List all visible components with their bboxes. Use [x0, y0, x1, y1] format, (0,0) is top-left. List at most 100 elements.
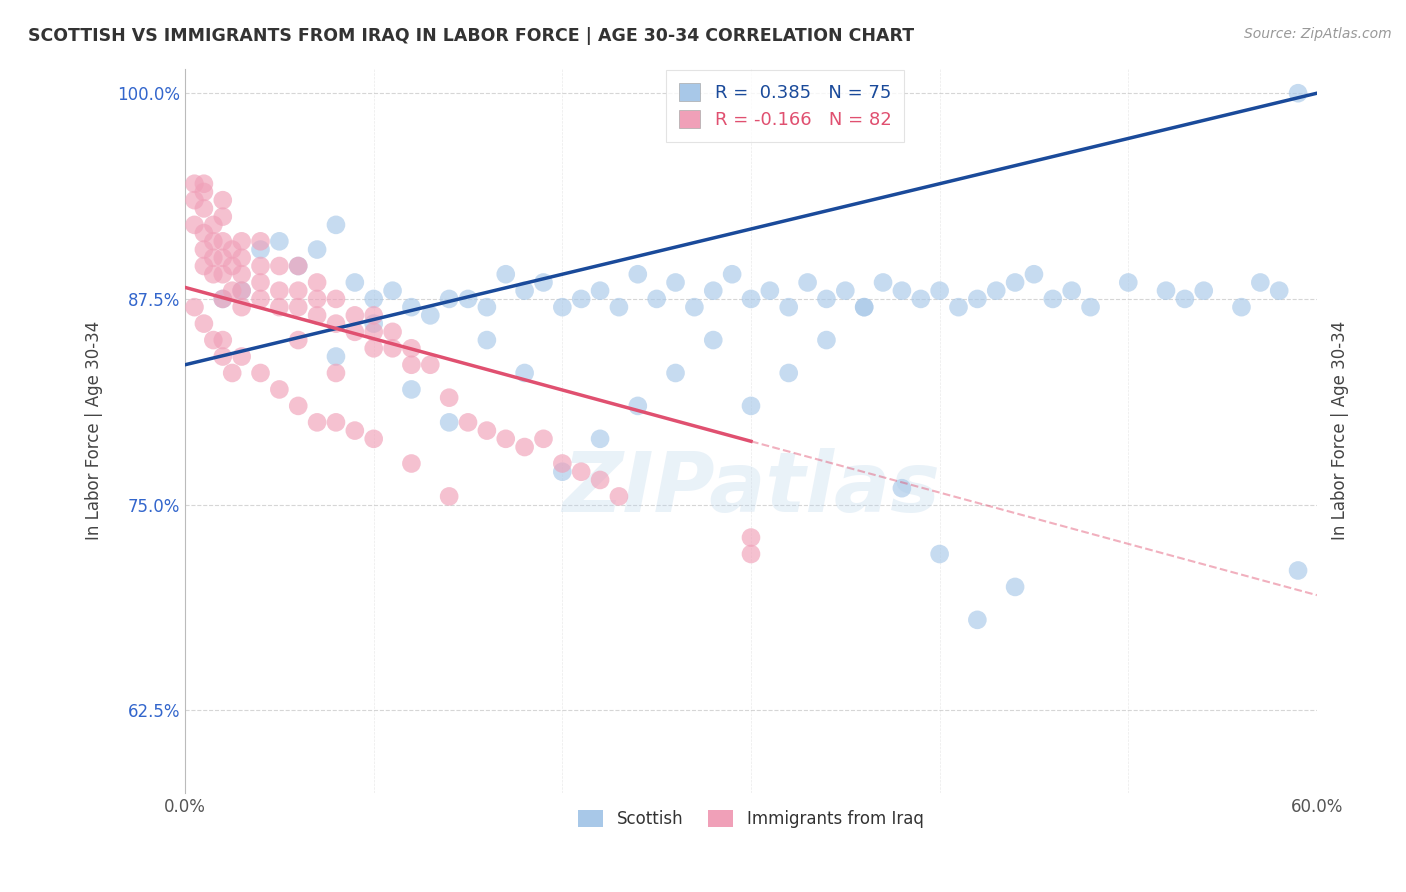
- Point: [589, 432, 612, 446]
- Point: [307, 243, 329, 257]
- Point: [759, 284, 782, 298]
- Point: [1230, 300, 1253, 314]
- Point: [193, 317, 215, 331]
- Point: [457, 292, 479, 306]
- Point: [211, 292, 233, 306]
- Point: [325, 366, 347, 380]
- Point: [381, 284, 404, 298]
- Point: [363, 341, 385, 355]
- Point: [343, 424, 366, 438]
- Point: [815, 292, 838, 306]
- Point: [287, 259, 309, 273]
- Point: [202, 235, 225, 249]
- Point: [307, 415, 329, 429]
- Point: [287, 399, 309, 413]
- Point: [551, 457, 574, 471]
- Point: [1042, 292, 1064, 306]
- Point: [325, 350, 347, 364]
- Point: [211, 267, 233, 281]
- Point: [627, 399, 650, 413]
- Point: [202, 218, 225, 232]
- Text: ZIPatlas: ZIPatlas: [562, 448, 941, 529]
- Point: [401, 358, 423, 372]
- Point: [249, 243, 271, 257]
- Point: [966, 613, 988, 627]
- Point: [872, 276, 894, 290]
- Point: [607, 490, 630, 504]
- Point: [183, 300, 205, 314]
- Point: [193, 177, 215, 191]
- Point: [551, 465, 574, 479]
- Point: [495, 432, 517, 446]
- Point: [419, 309, 441, 323]
- Y-axis label: In Labor Force | Age 30-34: In Labor Force | Age 30-34: [1331, 321, 1348, 541]
- Point: [589, 284, 612, 298]
- Point: [202, 267, 225, 281]
- Point: [569, 292, 592, 306]
- Point: [475, 424, 498, 438]
- Point: [211, 251, 233, 265]
- Point: [287, 333, 309, 347]
- Point: [437, 415, 460, 429]
- Legend: Scottish, Immigrants from Iraq: Scottish, Immigrants from Iraq: [572, 804, 931, 835]
- Point: [211, 193, 233, 207]
- Point: [1174, 292, 1197, 306]
- Point: [1268, 284, 1291, 298]
- Point: [778, 366, 800, 380]
- Point: [928, 547, 950, 561]
- Point: [664, 366, 686, 380]
- Point: [1080, 300, 1102, 314]
- Point: [740, 399, 762, 413]
- Point: [211, 350, 233, 364]
- Point: [363, 309, 385, 323]
- Point: [307, 292, 329, 306]
- Text: SCOTTISH VS IMMIGRANTS FROM IRAQ IN LABOR FORCE | AGE 30-34 CORRELATION CHART: SCOTTISH VS IMMIGRANTS FROM IRAQ IN LABO…: [28, 27, 914, 45]
- Point: [569, 465, 592, 479]
- Point: [269, 300, 291, 314]
- Point: [986, 284, 1008, 298]
- Point: [231, 251, 253, 265]
- Point: [307, 276, 329, 290]
- Point: [419, 358, 441, 372]
- Point: [1116, 276, 1139, 290]
- Point: [231, 350, 253, 364]
- Point: [890, 284, 912, 298]
- Y-axis label: In Labor Force | Age 30-34: In Labor Force | Age 30-34: [86, 321, 103, 541]
- Point: [1022, 267, 1045, 281]
- Point: [1154, 284, 1177, 298]
- Point: [437, 490, 460, 504]
- Point: [966, 292, 988, 306]
- Point: [211, 210, 233, 224]
- Point: [202, 333, 225, 347]
- Point: [607, 300, 630, 314]
- Point: [437, 292, 460, 306]
- Point: [401, 383, 423, 397]
- Point: [740, 292, 762, 306]
- Point: [401, 300, 423, 314]
- Point: [221, 243, 243, 257]
- Point: [513, 440, 536, 454]
- Point: [1060, 284, 1083, 298]
- Point: [211, 333, 233, 347]
- Point: [853, 300, 876, 314]
- Point: [381, 325, 404, 339]
- Point: [211, 235, 233, 249]
- Point: [948, 300, 970, 314]
- Point: [1004, 580, 1026, 594]
- Point: [269, 235, 291, 249]
- Point: [740, 547, 762, 561]
- Point: [778, 300, 800, 314]
- Point: [683, 300, 706, 314]
- Point: [193, 259, 215, 273]
- Point: [401, 457, 423, 471]
- Point: [513, 284, 536, 298]
- Point: [183, 193, 205, 207]
- Point: [437, 391, 460, 405]
- Point: [231, 267, 253, 281]
- Point: [363, 317, 385, 331]
- Point: [211, 292, 233, 306]
- Point: [401, 341, 423, 355]
- Point: [702, 333, 724, 347]
- Point: [589, 473, 612, 487]
- Point: [183, 177, 205, 191]
